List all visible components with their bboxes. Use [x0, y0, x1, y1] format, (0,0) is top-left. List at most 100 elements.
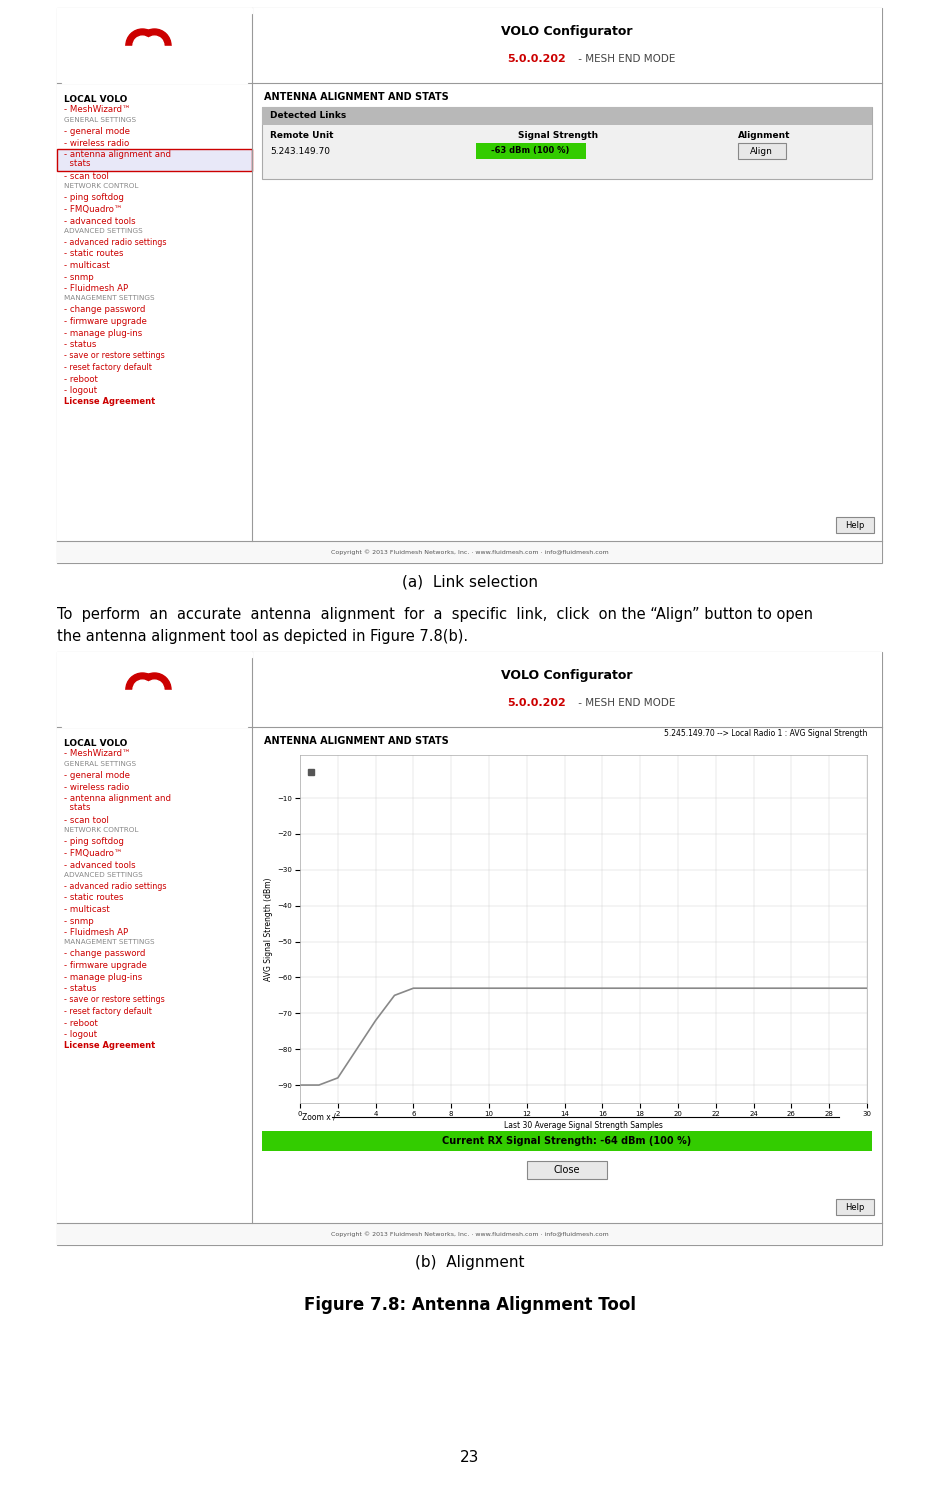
Bar [57, 8, 882, 563]
Text: NETWORK CONTROL: NETWORK CONTROL [64, 827, 138, 833]
Bar [57, 149, 252, 171]
Text: Copyright © 2013 Fluidmesh Networks, Inc. · www.fluidmesh.com · info@fluidmesh.c: Copyright © 2013 Fluidmesh Networks, Inc… [331, 549, 608, 555]
Bar [57, 8, 252, 83]
Wedge shape [138, 672, 171, 689]
Wedge shape [133, 680, 152, 689]
Text: - FMQuadro™: - FMQuadro™ [64, 206, 122, 215]
Bar [57, 540, 882, 563]
Bar [738, 143, 786, 159]
Text: Help: Help [845, 521, 865, 530]
Text: - manage plug-ins: - manage plug-ins [64, 329, 142, 338]
Text: stats: stats [64, 159, 90, 168]
Text: - wireless radio: - wireless radio [64, 782, 130, 791]
Text: License Agreement: License Agreement [64, 398, 155, 407]
Text: LOCAL VOLO: LOCAL VOLO [64, 738, 128, 747]
Bar [62, 689, 247, 726]
Wedge shape [138, 29, 171, 45]
Text: - ping softdog: - ping softdog [64, 838, 124, 847]
Text: - advanced radio settings: - advanced radio settings [64, 883, 166, 892]
Text: Align: Align [750, 147, 773, 156]
Text: stats: stats [64, 803, 90, 812]
Bar [57, 651, 252, 657]
Text: VOLO Configurator: VOLO Configurator [501, 26, 633, 39]
Text: Copyright © 2013 Fluidmesh Networks, Inc. · www.fluidmesh.com · info@fluidmesh.c: Copyright © 2013 Fluidmesh Networks, Inc… [331, 1231, 608, 1237]
Bar [475, 143, 586, 159]
Text: 5.0.0.202: 5.0.0.202 [508, 54, 566, 65]
Text: - change password: - change password [64, 306, 146, 315]
Text: ADVANCED SETTINGS: ADVANCED SETTINGS [64, 872, 143, 878]
Text: - general mode: - general mode [64, 772, 130, 781]
Bar [57, 83, 252, 540]
Wedge shape [126, 689, 159, 705]
Bar [262, 107, 872, 179]
Text: - MeshWizard™: - MeshWizard™ [64, 749, 131, 758]
Bar [57, 1223, 882, 1244]
Text: - static routes: - static routes [64, 893, 124, 902]
Wedge shape [138, 689, 171, 705]
Text: - reboot: - reboot [64, 375, 98, 383]
Text: Help: Help [845, 1202, 865, 1211]
Bar [527, 1160, 607, 1178]
Text: Current RX Signal Strength: -64 dBm (100 %): Current RX Signal Strength: -64 dBm (100… [442, 1136, 692, 1145]
Wedge shape [133, 36, 152, 45]
Text: - save or restore settings: - save or restore settings [64, 995, 164, 1004]
Text: (b)  Alignment: (b) Alignment [415, 1255, 524, 1270]
Text: NETWORK CONTROL: NETWORK CONTROL [64, 183, 138, 189]
Bar [57, 651, 882, 1244]
Text: Signal Strength: Signal Strength [518, 131, 598, 140]
Text: - status: - status [64, 985, 97, 994]
Wedge shape [126, 29, 159, 45]
Text: - antenna alignment and: - antenna alignment and [64, 150, 171, 159]
Bar [262, 1130, 872, 1151]
Text: VOLO Configurator: VOLO Configurator [501, 669, 633, 683]
Wedge shape [146, 45, 163, 56]
Text: - change password: - change password [64, 950, 146, 959]
Text: - advanced tools: - advanced tools [64, 860, 135, 869]
Wedge shape [126, 45, 159, 62]
Text: MANAGEMENT SETTINGS: MANAGEMENT SETTINGS [64, 296, 155, 302]
Text: Detected Links: Detected Links [270, 111, 346, 120]
Text: LOCAL VOLO: LOCAL VOLO [64, 95, 128, 104]
Wedge shape [146, 689, 163, 699]
Text: - reset factory default: - reset factory default [64, 363, 152, 372]
Text: - snmp: - snmp [64, 917, 94, 926]
Text: - advanced tools: - advanced tools [64, 216, 135, 225]
Text: - ping softdog: - ping softdog [64, 194, 124, 203]
Text: To  perform  an  accurate  antenna  alignment  for  a  specific  link,  click  o: To perform an accurate antenna alignment… [57, 606, 813, 621]
Text: 5.245.149.70 --> Local Radio 1 : AVG Signal Strength: 5.245.149.70 --> Local Radio 1 : AVG Sig… [664, 728, 867, 737]
Text: - save or restore settings: - save or restore settings [64, 351, 164, 360]
Text: - firmware upgrade: - firmware upgrade [64, 317, 146, 326]
Text: - manage plug-ins: - manage plug-ins [64, 973, 142, 982]
Bar [62, 45, 247, 83]
Text: 5.0.0.202: 5.0.0.202 [508, 698, 566, 708]
Bar [57, 726, 252, 1223]
Bar [57, 8, 252, 14]
Text: Close: Close [554, 1165, 580, 1175]
Text: 5.243.149.70: 5.243.149.70 [270, 147, 330, 156]
Text: - multicast: - multicast [64, 905, 110, 914]
Text: - reset factory default: - reset factory default [64, 1007, 152, 1016]
Text: - wireless radio: - wireless radio [64, 138, 130, 147]
Text: (a)  Link selection: (a) Link selection [402, 575, 537, 590]
Text: - general mode: - general mode [64, 128, 130, 137]
Bar [836, 516, 874, 533]
Wedge shape [138, 45, 171, 62]
Text: - reboot: - reboot [64, 1019, 98, 1028]
Bar [262, 107, 872, 125]
Text: MANAGEMENT SETTINGS: MANAGEMENT SETTINGS [64, 940, 155, 946]
Text: - logout: - logout [64, 1030, 97, 1039]
Text: GENERAL SETTINGS: GENERAL SETTINGS [64, 761, 136, 767]
Text: - firmware upgrade: - firmware upgrade [64, 961, 146, 970]
Text: Alignment: Alignment [738, 131, 791, 140]
Text: - MeshWizard™: - MeshWizard™ [64, 105, 131, 114]
Text: 23: 23 [460, 1450, 479, 1465]
Bar [836, 1199, 874, 1214]
Text: -63 dBm (100 %): -63 dBm (100 %) [491, 147, 570, 156]
Bar [57, 8, 882, 83]
Text: Remote Unit: Remote Unit [270, 131, 333, 140]
Text: GENERAL SETTINGS: GENERAL SETTINGS [64, 117, 136, 123]
Text: - Fluidmesh AP: - Fluidmesh AP [64, 928, 128, 937]
Text: - scan tool: - scan tool [64, 173, 109, 182]
Text: - snmp: - snmp [64, 273, 94, 282]
Text: Zoom x /: Zoom x / [302, 1112, 336, 1121]
